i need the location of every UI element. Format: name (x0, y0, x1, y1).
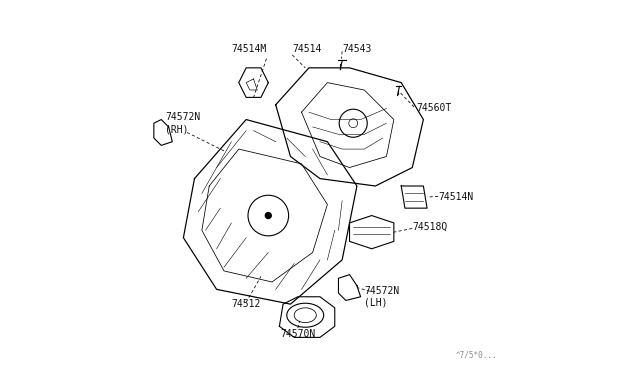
Text: 74514: 74514 (292, 44, 322, 54)
Text: 74518Q: 74518Q (412, 222, 447, 232)
Text: 74560T: 74560T (416, 103, 451, 113)
Text: 74514M: 74514M (231, 44, 266, 54)
Text: 74512: 74512 (232, 299, 260, 309)
Text: 74572N
(LH): 74572N (LH) (364, 286, 399, 308)
Text: 74543: 74543 (342, 44, 372, 54)
Text: 74514N: 74514N (438, 192, 474, 202)
Text: 74572N
(RH): 74572N (RH) (165, 112, 200, 134)
Text: 74570N: 74570N (280, 329, 316, 339)
Circle shape (266, 212, 271, 218)
Text: ^7/5*0...: ^7/5*0... (456, 350, 497, 359)
